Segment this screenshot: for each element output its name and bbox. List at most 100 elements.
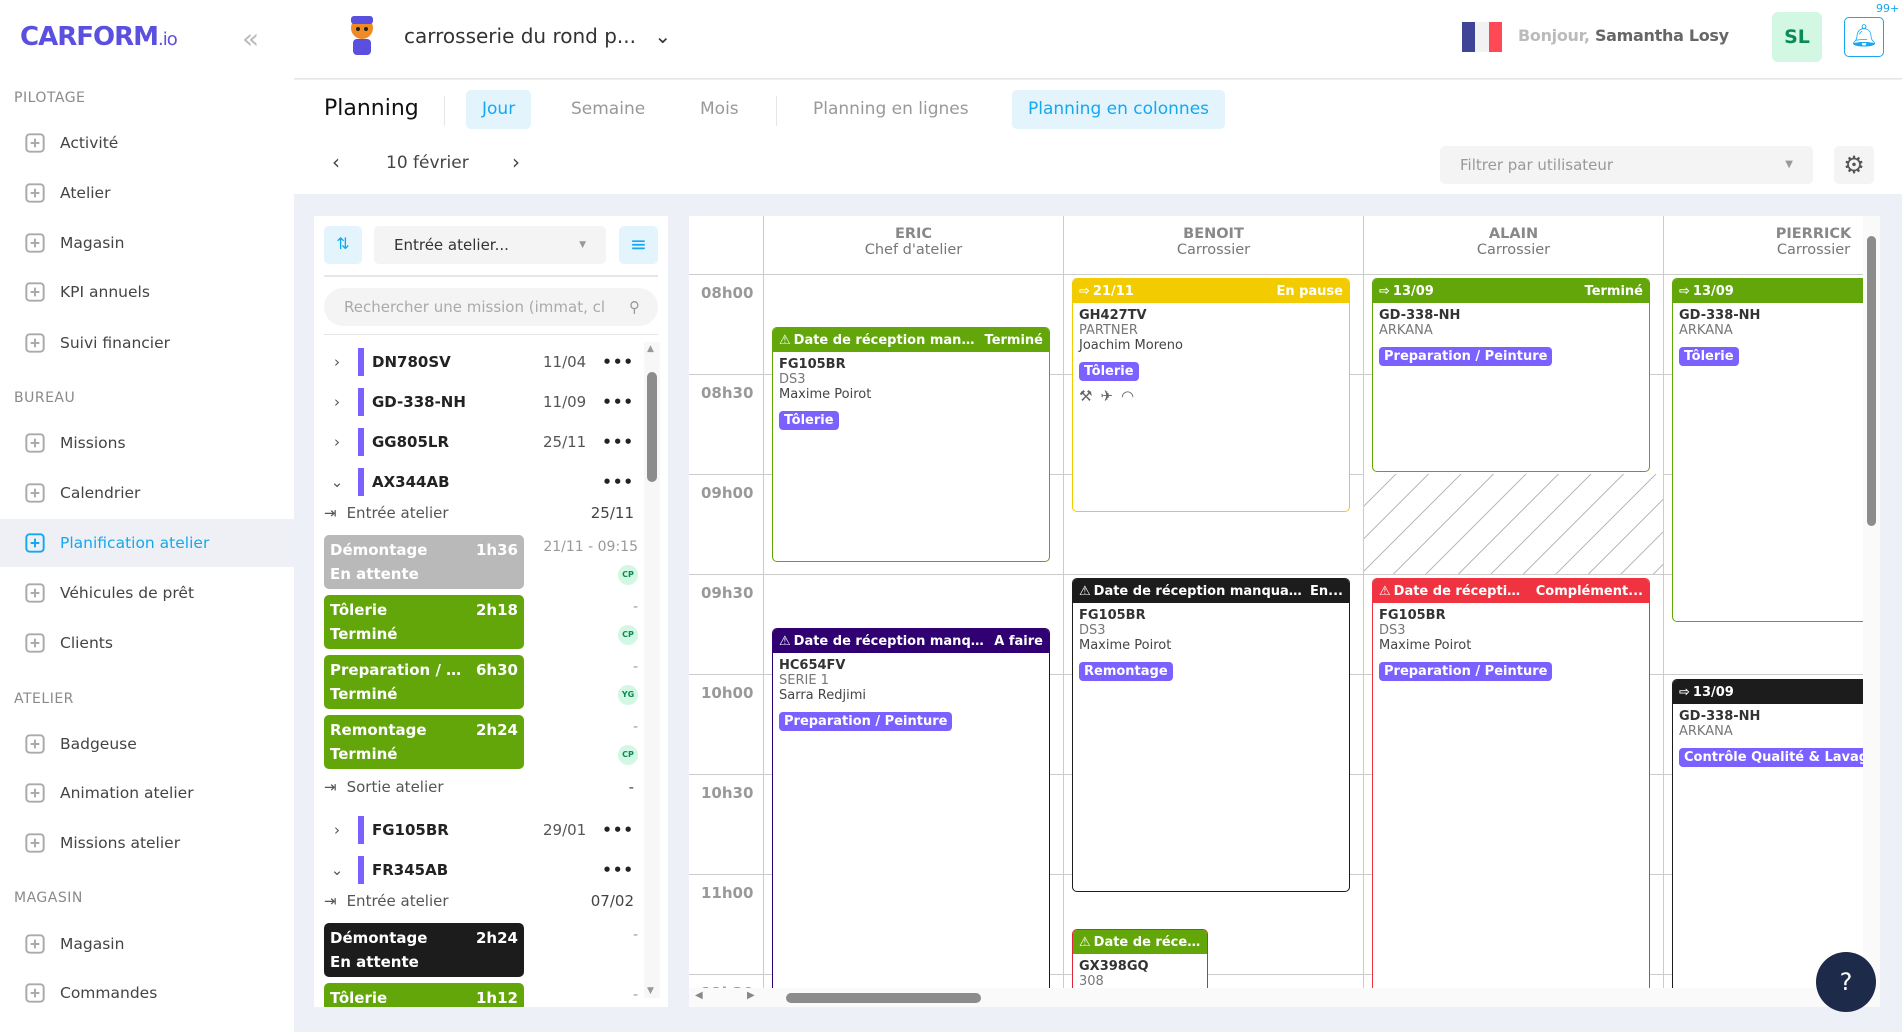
chevron-down-icon[interactable]: ⌄ xyxy=(330,861,344,879)
task-block[interactable]: Tôlerie1h12Terminé xyxy=(324,983,524,1007)
planning-card[interactable]: ⚠Date de réception manquante A faire HC654… xyxy=(772,628,1050,1007)
sidebar-item-commandes[interactable]: Commandes xyxy=(0,969,294,1017)
top-bar: carrosserie du rond p... ⌄ Bonjour, Sama… xyxy=(294,0,1902,79)
mission-color-bar xyxy=(358,816,364,844)
mission-row[interactable]: › GG805LR 25/11 ••• xyxy=(314,422,644,462)
logo-text: CARFORM xyxy=(20,22,159,52)
mission-row[interactable]: ⌄ AX344AB ••• xyxy=(314,462,644,502)
scroll-down-icon[interactable]: ▼ xyxy=(647,986,654,996)
sidebar-item-badgeuse[interactable]: Badgeuse xyxy=(0,720,294,768)
horizontal-scrollbar-thumb[interactable] xyxy=(786,993,981,1003)
user-name: Samantha Losy xyxy=(1594,26,1729,45)
task-tag: Remontage xyxy=(1079,662,1173,681)
sidebar-item-magasin[interactable]: Magasin xyxy=(0,219,294,267)
search-icon: ⚲ xyxy=(629,298,640,316)
mission-row[interactable]: ⌄ FR345AB ••• xyxy=(314,850,644,890)
more-options-icon[interactable]: ••• xyxy=(602,473,634,491)
user-filter-select[interactable]: Filtrer par utilisateur ▼ xyxy=(1440,146,1813,184)
cart-icon xyxy=(25,983,45,1003)
sidebar-section-title: ATELIER xyxy=(14,691,74,707)
mission-row[interactable]: › DN780SV 11/04 ••• xyxy=(314,342,644,382)
sidebar-item-animation-atelier[interactable]: Animation atelier xyxy=(0,769,294,817)
vehicle-model: 308 xyxy=(1079,974,1104,989)
horizontal-scrollbar[interactable]: ◀ ▶ xyxy=(689,988,1880,1007)
planning-card[interactable]: ⇨ 13/09 GD-338-NH ARKANA Tôlerie xyxy=(1672,278,1880,622)
card-header: ⇨ 13/09 xyxy=(1673,279,1880,303)
planning-card[interactable]: ⇨ 21/11 En pause GH427TV PARTNER Joachim More… xyxy=(1072,278,1350,512)
event-date: 07/02 xyxy=(590,892,634,910)
sidebar-item-magasin[interactable]: Magasin xyxy=(0,920,294,968)
tab-semaine[interactable]: Semaine xyxy=(571,99,646,119)
task-block[interactable]: Preparation / Pei... 6h30 Terminé xyxy=(324,655,524,709)
sidebar-item-v-hicules-de-pr-t[interactable]: Véhicules de prêt xyxy=(0,569,294,617)
sidebar-item-missions[interactable]: Missions xyxy=(0,419,294,467)
previous-day-button[interactable]: ‹ xyxy=(332,150,340,174)
sidebar-item-planification-atelier[interactable]: Planification atelier xyxy=(0,519,294,567)
warning-icon: ⚠ xyxy=(779,332,791,348)
tab-mois[interactable]: Mois xyxy=(700,99,739,119)
carform-logo[interactable]: CARFORM.io xyxy=(20,22,178,52)
vertical-scrollbar[interactable] xyxy=(1863,216,1880,988)
task-block[interactable]: Démontage 1h36 En attente xyxy=(324,535,524,589)
more-options-icon[interactable]: ••• xyxy=(602,433,634,451)
mission-plate: AX344AB xyxy=(372,473,450,491)
scroll-left-icon[interactable]: ◀ xyxy=(695,990,703,1001)
mission-row[interactable]: › FG105BR 29/01 ••• xyxy=(314,810,644,850)
list-scrollbar[interactable]: ▲ ▼ xyxy=(644,342,660,998)
card-body: GH427TV PARTNER Joachim Moreno Tôlerie ⚒ ✈ ◠ xyxy=(1073,303,1349,409)
user-filter-placeholder: Filtrer par utilisateur xyxy=(1460,156,1614,174)
help-chat-icon[interactable]: ? xyxy=(1816,952,1876,1012)
tab-planning-en-lignes[interactable]: Planning en lignes xyxy=(813,99,969,119)
french-flag-icon[interactable] xyxy=(1462,22,1502,52)
chevron-down-icon[interactable]: ⌄ xyxy=(330,473,344,491)
more-options-icon[interactable]: ••• xyxy=(602,821,634,839)
task-block[interactable]: Tôlerie 2h18 Terminé xyxy=(324,595,524,649)
mission-search-input[interactable]: Rechercher une mission (immat, cli ⚲ xyxy=(324,288,658,326)
notification-bell-icon[interactable]: 🔔︎ xyxy=(1844,17,1884,57)
list-icon xyxy=(25,633,45,653)
more-options-icon[interactable]: ••• xyxy=(602,861,634,879)
sidebar-item-label: Atelier xyxy=(60,184,111,202)
sidebar-item-missions-atelier[interactable]: Missions atelier xyxy=(0,819,294,867)
more-options-icon[interactable]: ••• xyxy=(602,393,634,411)
collapse-sidebar-icon[interactable]: « xyxy=(242,22,260,55)
scroll-right-icon[interactable]: ▶ xyxy=(747,990,755,1001)
sidebar-item-label: KPI annuels xyxy=(60,283,150,301)
card-header: ⇨ 21/11 En pause xyxy=(1073,279,1349,303)
chevron-right-icon[interactable]: › xyxy=(334,821,340,839)
planning-card[interactable]: ⚠ Date de réception manqua... En... FG105BR… xyxy=(1072,578,1350,892)
settings-gear-icon[interactable]: ⚙ xyxy=(1834,146,1874,184)
sidebar-item-kpi-annuels[interactable]: KPI annuels xyxy=(0,268,294,316)
more-options-icon[interactable]: ••• xyxy=(602,353,634,371)
sidebar-item-activit-[interactable]: Activité xyxy=(0,119,294,167)
sidebar-item-clients[interactable]: Clients xyxy=(0,619,294,667)
sort-toggle-icon[interactable]: ⇅ xyxy=(324,226,362,264)
mission-color-bar xyxy=(358,348,364,376)
filter-icon[interactable]: ≡ xyxy=(619,226,658,264)
user-avatar[interactable]: SL xyxy=(1772,12,1822,62)
vertical-scrollbar-thumb[interactable] xyxy=(1867,236,1876,526)
tab-planning-en-colonnes[interactable]: Planning en colonnes xyxy=(1012,90,1226,129)
sidebar-item-atelier[interactable]: Atelier xyxy=(0,169,294,217)
sort-select[interactable]: Entrée atelier... ▼ xyxy=(374,226,606,264)
garage-selector[interactable]: carrosserie du rond p... ⌄ xyxy=(404,24,671,48)
planning-card[interactable]: ⚠Date de réception m... Complément... FG10… xyxy=(1372,578,1650,1007)
sidebar-item-calendrier[interactable]: Calendrier xyxy=(0,469,294,517)
task-block[interactable]: Démontage 2h24 En attente xyxy=(324,923,524,977)
task-name: Démontage xyxy=(330,541,428,559)
list-scrollbar-thumb[interactable] xyxy=(647,372,657,482)
scroll-up-icon[interactable]: ▲ xyxy=(647,344,654,354)
chevron-right-icon[interactable]: › xyxy=(334,433,340,451)
chevron-right-icon[interactable]: › xyxy=(334,393,340,411)
chevron-right-icon[interactable]: › xyxy=(334,353,340,371)
task-block[interactable]: Remontage 2h24 Terminé xyxy=(324,715,524,769)
task-tag: Preparation / Peinture xyxy=(779,712,953,731)
card-body: FG105BR DS3 Maxime Poirot Preparation / Pei… xyxy=(1373,603,1649,686)
next-day-button[interactable]: › xyxy=(512,150,520,174)
sidebar-item-suivi-financier[interactable]: Suivi financier xyxy=(0,319,294,367)
planning-card[interactable]: ⇨ 13/09 Terminé GD-338-NH ARKANA Preparation … xyxy=(1372,278,1650,472)
mascot-fox-avatar[interactable] xyxy=(342,12,382,60)
mission-row[interactable]: › GD-338-NH 11/09 ••• xyxy=(314,382,644,422)
planning-card[interactable]: ⚠Date de réception manquan... Terminé FG10… xyxy=(772,327,1050,562)
tab-jour[interactable]: Jour xyxy=(466,90,532,129)
